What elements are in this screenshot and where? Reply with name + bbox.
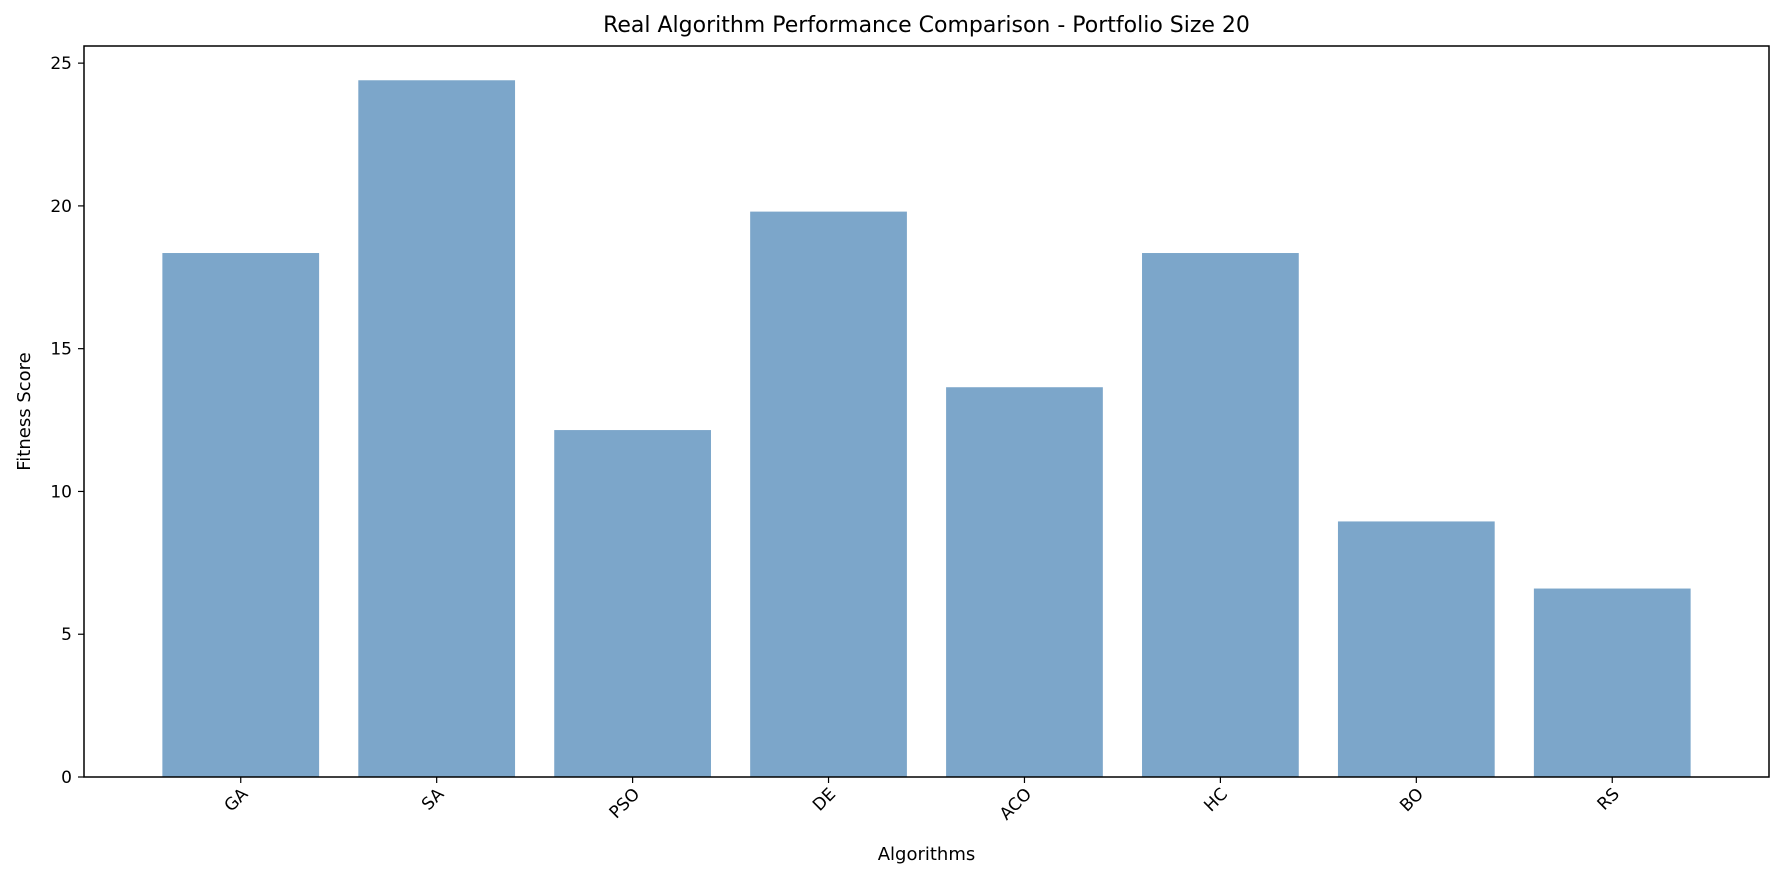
bar-ga [162, 253, 320, 777]
y-tick-label: 15 [50, 340, 72, 360]
bar-de [750, 211, 907, 777]
x-axis-label: Algorithms [878, 844, 976, 865]
x-tick-label: SA [418, 784, 448, 814]
x-tick-label: DE [809, 784, 840, 815]
x-tick-label: RS [1594, 784, 1624, 814]
y-axis: 0 5 10 15 20 25 [50, 54, 84, 788]
y-tick-label: 25 [50, 54, 72, 74]
y-tick-label: 20 [50, 197, 72, 217]
y-tick-label: 5 [61, 625, 72, 645]
x-axis: GA SA PSO DE ACO HC BO RS [221, 777, 1624, 824]
x-tick-label: GA [221, 784, 253, 816]
y-tick-label: 0 [61, 768, 72, 788]
plot-frame [83, 45, 1770, 778]
bar-hc [1142, 253, 1299, 777]
bar-aco [946, 387, 1103, 777]
bar-rs [1533, 588, 1691, 777]
y-axis-label: Fitness Score [14, 352, 35, 470]
bar-bo [1337, 521, 1495, 777]
y-tick-label: 10 [50, 482, 72, 502]
bars-group [162, 80, 1691, 777]
bar-sa [358, 80, 516, 777]
x-tick-label: HC [1200, 784, 1232, 816]
x-tick-label: BO [1396, 784, 1428, 816]
x-tick-label: ACO [996, 784, 1036, 824]
x-tick-label: PSO [606, 784, 644, 822]
bar-pso [554, 430, 711, 777]
chart-title: Real Algorithm Performance Comparison - … [603, 13, 1250, 38]
